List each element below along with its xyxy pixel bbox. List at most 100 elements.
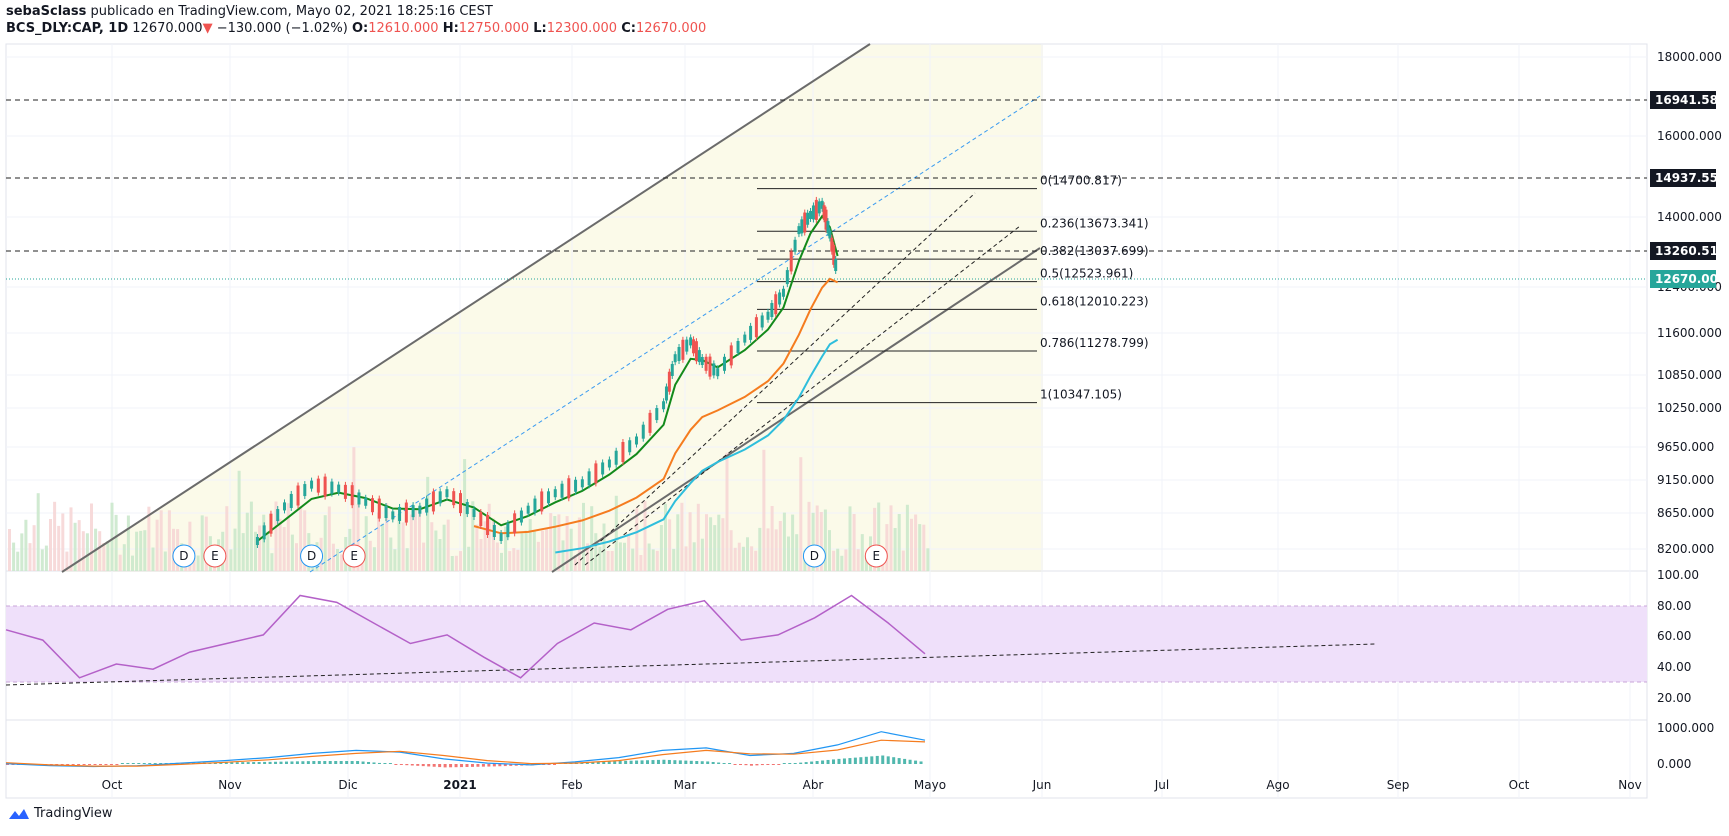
time-tick-label: Oct xyxy=(102,778,123,792)
macd-bar xyxy=(82,764,86,765)
volume-bar xyxy=(126,515,130,571)
fibonacci-retracement[interactable]: 0(14700.817) 0.236(13673.341) 0.382(13037.… xyxy=(757,174,1149,404)
volume-bar xyxy=(463,459,467,571)
volume-bar xyxy=(897,514,901,571)
volume-bar xyxy=(24,519,28,571)
volume-bar xyxy=(364,516,368,571)
volume-bar xyxy=(651,549,655,571)
macd-bar xyxy=(596,761,600,764)
candle-body xyxy=(817,201,821,214)
volume-bar xyxy=(848,506,852,571)
volume-bar xyxy=(500,552,503,571)
candle-body xyxy=(614,450,618,465)
volume-bar xyxy=(241,533,245,571)
volume-bar xyxy=(774,529,778,571)
macd-bar xyxy=(733,764,737,765)
volume-bar xyxy=(434,530,438,571)
volume-bar xyxy=(553,516,557,571)
volume-bar xyxy=(167,510,171,571)
macd-bar xyxy=(646,760,650,764)
brand-logo[interactable]: TradingView xyxy=(8,806,113,821)
channel-mid-line xyxy=(309,95,1041,573)
fib-level-label: 0.786(11278.799) xyxy=(1040,336,1149,350)
candle-body xyxy=(806,212,810,225)
volume-bar xyxy=(73,522,77,571)
volume-bar xyxy=(446,519,450,571)
price-tick-label: 18000.000 xyxy=(1657,50,1722,64)
volume-bar xyxy=(418,507,421,571)
candle-body xyxy=(546,491,550,504)
macd-bar xyxy=(394,764,398,765)
volume-bar xyxy=(860,534,864,571)
macd-bar xyxy=(678,760,682,764)
candle-body xyxy=(655,408,659,421)
rsi-line xyxy=(5,594,926,679)
volume-bar xyxy=(336,549,339,571)
candle-body xyxy=(526,505,530,514)
candle-body xyxy=(343,484,347,499)
macd-bar xyxy=(629,760,633,764)
volume-bar xyxy=(910,518,913,571)
macd-bar xyxy=(312,761,316,764)
volume-bar xyxy=(631,548,635,571)
candle-body xyxy=(391,511,395,520)
macd-bar xyxy=(476,764,480,767)
volume-bar xyxy=(98,531,102,571)
volume-bar xyxy=(459,551,462,571)
time-tick-label: Nov xyxy=(218,778,241,792)
high-value: 12750.000 xyxy=(458,21,530,36)
volume-bar xyxy=(102,543,106,571)
macd-bar xyxy=(186,762,190,764)
macd-tick-label: 0.000 xyxy=(1657,757,1691,771)
candle-body xyxy=(662,401,666,410)
macd-bar xyxy=(120,763,124,764)
candle-body xyxy=(809,210,813,219)
volume-bar xyxy=(479,539,483,571)
time-axis[interactable]: Oct Nov Dic 2021 Feb Mar Abr Mayo Jun Jul Ago Sep Oc… xyxy=(102,778,1642,792)
volume-bar xyxy=(541,530,544,571)
macd-bar xyxy=(279,761,283,764)
candle-body xyxy=(458,493,462,514)
event-marker-label: E xyxy=(873,549,881,563)
time-tick-label: Mar xyxy=(674,778,697,792)
macd-bar xyxy=(295,761,299,764)
volume-bar xyxy=(475,524,479,571)
macd-bar xyxy=(438,764,442,768)
candle-body xyxy=(465,502,469,515)
time-tick-label: Feb xyxy=(561,778,582,792)
candle-body xyxy=(834,259,838,272)
rsi-tick-label: 60.00 xyxy=(1657,629,1691,643)
candle-body xyxy=(580,479,584,488)
macd-bar xyxy=(246,762,250,764)
channel-upper-line xyxy=(61,43,871,573)
volume-bar xyxy=(20,533,24,571)
volume-bar xyxy=(516,549,520,571)
macd-bar xyxy=(317,761,321,764)
candle-body xyxy=(685,339,689,352)
macd-bar xyxy=(618,761,622,764)
candle-body xyxy=(384,505,388,518)
macd-bar xyxy=(722,763,726,764)
volume-bar xyxy=(270,553,274,571)
candle-body xyxy=(803,212,807,233)
volume-bar xyxy=(676,514,680,571)
macd-bar xyxy=(728,763,732,764)
candle-body xyxy=(811,205,815,220)
volume-bar xyxy=(717,514,721,571)
price-axis[interactable]: 18000.00016000.00014000.00012400.0001160… xyxy=(1657,50,1722,556)
volume-bar xyxy=(118,554,122,571)
volume-bar xyxy=(85,533,89,571)
macd-bar xyxy=(903,758,907,764)
volume-bar xyxy=(36,493,40,571)
candle-body xyxy=(330,481,334,494)
volume-bar xyxy=(274,501,278,571)
macd-bar xyxy=(547,764,551,765)
macd-signal-line xyxy=(5,739,926,767)
volume-bar xyxy=(512,548,516,571)
price-tag-bg xyxy=(1650,169,1716,187)
candle-body xyxy=(770,303,774,317)
last-price: 12670.000 xyxy=(132,21,203,36)
macd-bar xyxy=(651,760,655,764)
